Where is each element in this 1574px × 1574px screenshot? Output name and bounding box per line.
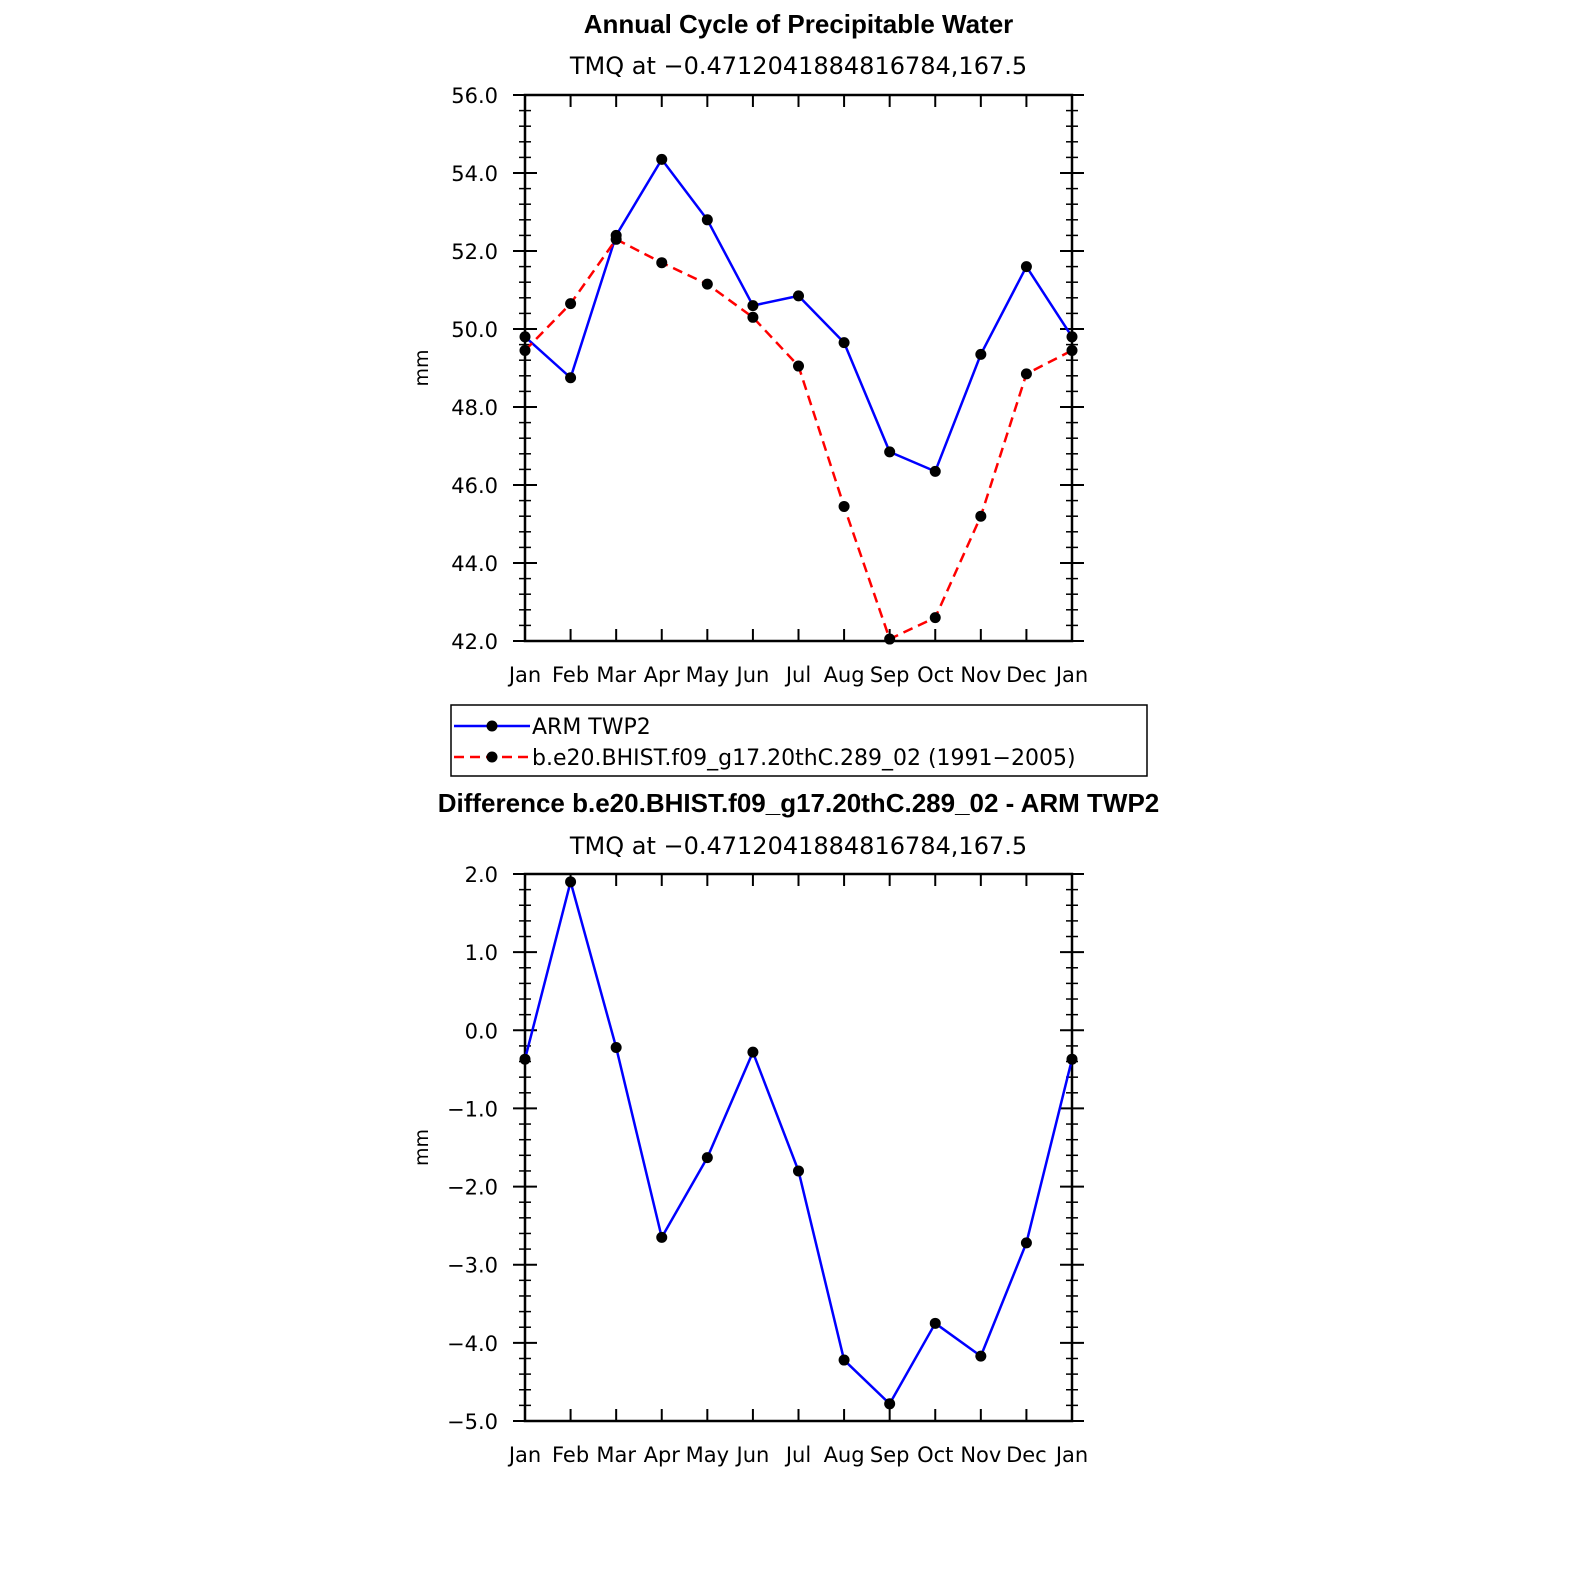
data-point-s1: [838, 337, 850, 349]
y-tick-label: 0.0: [465, 1019, 498, 1043]
data-point-s2: [519, 344, 531, 356]
x-tick-label: Jan: [1054, 663, 1088, 687]
y-tick-label: −3.0: [447, 1254, 498, 1278]
y-tick-label: −2.0: [447, 1176, 498, 1200]
series-line-1: [524, 158, 1074, 473]
data-point-s1: [793, 1165, 804, 1177]
y-tick-label: 46.0: [451, 474, 498, 498]
plot-frame: [523, 872, 1074, 1423]
y-tick-label: −1.0: [447, 1097, 498, 1121]
data-point-s1: [838, 1354, 850, 1366]
legend: ARM TWP2 b.e20.BHIST.f09_g17.20thC.289_02…: [450, 704, 1148, 777]
legend-box: [450, 704, 1148, 777]
data-point-s2: [838, 500, 850, 512]
x-tick-label: Dec: [1006, 1443, 1047, 1467]
data-point-s1: [701, 214, 713, 226]
chart-subtitle: TMQ at −0.4712041884816784,167.5: [569, 832, 1027, 860]
data-point-s2: [610, 233, 622, 245]
data-point-s2: [1066, 344, 1078, 356]
legend-marker-2: [486, 751, 498, 763]
data-point-s1: [1020, 1237, 1032, 1249]
x-tick-label: Feb: [552, 1443, 589, 1467]
data-point-s1: [519, 331, 531, 343]
y-tick-label: 52.0: [451, 240, 498, 264]
data-point-s1: [929, 1317, 941, 1329]
legend-marker-1: [486, 720, 498, 732]
data-point-s2: [656, 257, 668, 269]
legend-label-2: b.e20.BHIST.f09_g17.20thC.289_02 (1991−2…: [532, 746, 1076, 771]
x-tick-label: Apr: [644, 663, 681, 687]
data-point-s1: [1066, 1053, 1078, 1065]
data-point-s1: [975, 1350, 987, 1362]
x-tick-label: Oct: [917, 1443, 953, 1467]
data-point-s1: [793, 290, 804, 302]
x-tick-label: Jan: [1054, 1443, 1088, 1467]
chart-title: Difference b.e20.BHIST.f09_g17.20thC.289…: [438, 788, 1160, 818]
data-point-s1: [565, 372, 577, 384]
x-tick-label: Mar: [596, 663, 636, 687]
x-tick-label: May: [686, 663, 729, 687]
y-tick-label: 2.0: [465, 863, 498, 887]
data-point-s1: [701, 1152, 713, 1164]
legend-label-1: ARM TWP2: [532, 715, 651, 740]
x-tick-label: Dec: [1006, 663, 1047, 687]
data-point-s2: [701, 278, 713, 290]
y-tick-label: −5.0: [447, 1410, 498, 1434]
y-axis-label: mm: [411, 1129, 433, 1166]
data-point-s1: [656, 1231, 668, 1243]
data-point-s1: [656, 153, 668, 165]
x-tick-label: Jul: [784, 663, 811, 687]
x-tick-label: Mar: [596, 1443, 636, 1467]
y-tick-label: 54.0: [451, 162, 498, 186]
data-point-s1: [884, 446, 896, 458]
x-tick-label: Nov: [960, 663, 1001, 687]
y-tick-label: 1.0: [465, 941, 498, 965]
data-point-s2: [884, 633, 896, 645]
data-point-s1: [747, 1046, 759, 1058]
x-tick-label: Sep: [870, 1443, 910, 1467]
x-tick-label: Oct: [917, 663, 953, 687]
x-tick-label: May: [686, 1443, 729, 1467]
chart-panel-2: Difference b.e20.BHIST.f09_g17.20thC.289…: [411, 788, 1159, 1467]
y-tick-label: −4.0: [447, 1332, 498, 1356]
y-axis-label: mm: [411, 349, 433, 386]
data-point-s1: [610, 1041, 622, 1053]
data-point-s2: [929, 612, 941, 624]
x-tick-label: Nov: [960, 1443, 1001, 1467]
y-tick-label: 48.0: [451, 396, 498, 420]
data-point-s2: [793, 360, 804, 372]
x-tick-label: Jan: [507, 663, 541, 687]
x-tick-label: Aug: [824, 1443, 865, 1467]
data-point-s1: [519, 1053, 531, 1065]
chart-subtitle: TMQ at −0.4712041884816784,167.5: [569, 52, 1027, 80]
chart-title: Annual Cycle of Precipitable Water: [584, 9, 1014, 39]
data-point-s2: [1020, 368, 1032, 380]
x-tick-label: Jun: [735, 663, 770, 687]
x-tick-label: Sep: [870, 663, 910, 687]
data-point-s1: [975, 348, 987, 360]
data-point-s1: [565, 876, 577, 888]
y-tick-label: 50.0: [451, 318, 498, 342]
x-tick-label: Apr: [644, 1443, 681, 1467]
x-tick-label: Jul: [784, 1443, 811, 1467]
x-tick-label: Jun: [735, 1443, 770, 1467]
data-point-s1: [929, 465, 941, 477]
x-tick-label: Feb: [552, 663, 589, 687]
data-point-s2: [565, 298, 577, 310]
y-tick-label: 44.0: [451, 552, 498, 576]
data-point-s2: [975, 510, 987, 522]
data-point-s1: [747, 300, 759, 312]
x-tick-label: Aug: [824, 663, 865, 687]
y-tick-label: 42.0: [451, 630, 498, 654]
x-tick-label: Jan: [507, 1443, 541, 1467]
series-line-1: [523, 880, 1074, 1406]
chart-panel-1: Annual Cycle of Precipitable Water TMQ at…: [411, 9, 1148, 777]
data-point-s1: [1066, 331, 1078, 343]
data-point-s1: [1020, 261, 1032, 273]
data-point-s2: [747, 311, 759, 323]
data-point-s1: [884, 1398, 896, 1410]
y-tick-label: 56.0: [451, 84, 498, 108]
